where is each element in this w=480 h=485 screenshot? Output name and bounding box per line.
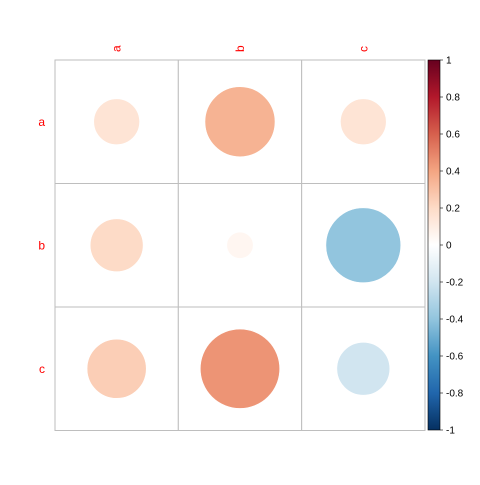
colorbar-tick-label: -1 [446,426,455,437]
colorbar-tick-label: 0.2 [446,204,460,215]
colorbar-tick-label: -0.6 [446,352,464,363]
colorbar-tick-label: -0.2 [446,278,464,289]
circle-a-c [340,98,387,145]
row-label-a: a [38,115,45,129]
col-label-a: a [110,45,124,52]
colorbar-tick-label: 0.4 [446,167,460,178]
colorbar-tick-label: -0.8 [446,389,464,400]
colorbar-tick-label: 0 [446,241,452,252]
col-label-b: b [233,45,247,52]
row-label-c: c [39,362,45,376]
row-label-b: b [38,238,45,252]
circle-a-b [204,86,276,158]
colorbar [427,59,441,431]
colorbar-tick-label: 0.8 [446,93,460,104]
colorbar-tick-label: 1 [446,56,452,67]
circle-b-c [325,207,402,283]
circle-a-a [93,98,140,145]
colorbar-tick-label: -0.4 [446,315,464,326]
circle-b-b [226,231,254,259]
circle-c-a [86,338,147,399]
circle-c-c [336,341,391,396]
circle-b-a [89,218,144,273]
colorbar-tick-label: 0.6 [446,130,460,141]
circle-c-b [199,328,281,409]
col-label-c: c [356,46,370,52]
